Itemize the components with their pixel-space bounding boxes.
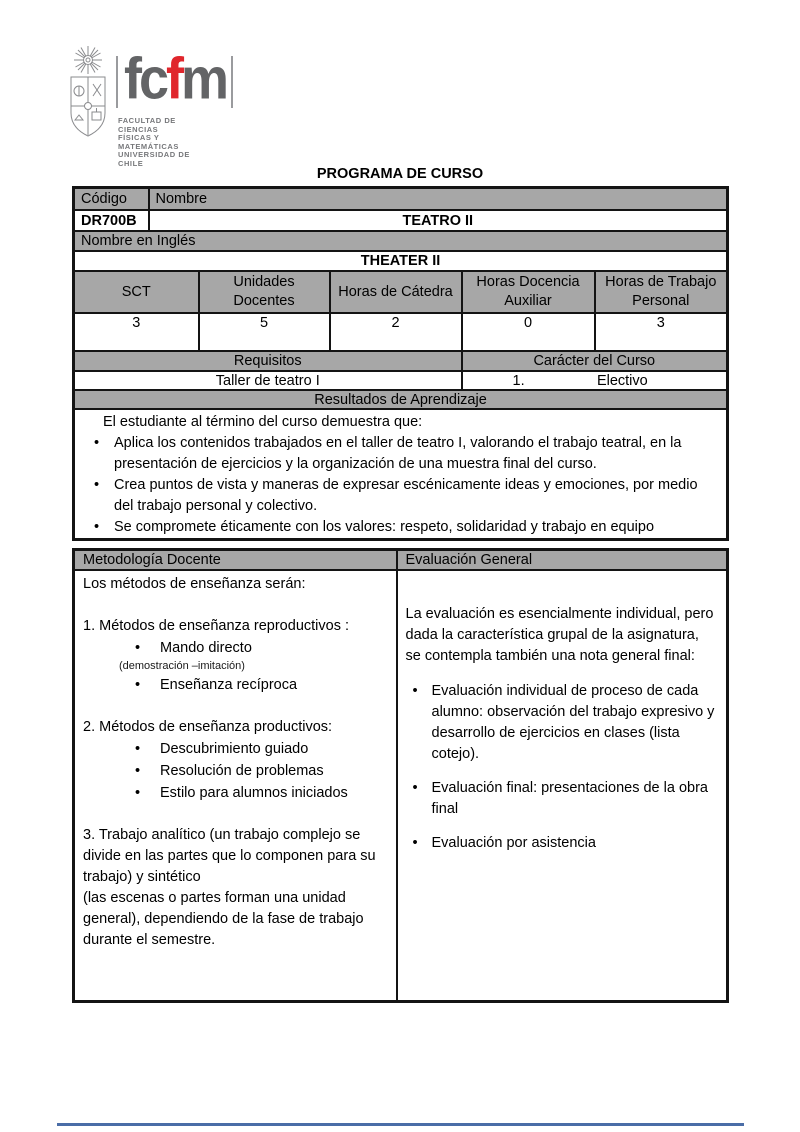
wordmark-c: c — [138, 46, 169, 112]
resultados-intro: El estudiante al término del curso demue… — [103, 414, 423, 430]
table-row: El estudiante al término del curso demue… — [72, 408, 729, 541]
section-1-title: 1. Métodos de enseñanza reproductivos : — [83, 618, 349, 634]
page-title: PROGRAMA DE CURSO — [316, 166, 484, 182]
university-crest-icon — [70, 46, 106, 137]
sct-value-cell: 3 — [72, 312, 200, 352]
section-1-note: (demostración –imitación) — [119, 660, 245, 672]
list-item: Evaluación individual de proceso de cada… — [410, 681, 719, 765]
nombre-ingles-header-cell: Nombre en Inglés — [72, 230, 729, 252]
list-item: Evaluación por asistencia — [410, 833, 719, 854]
list-item: Aplica los contenidos trabajados en el t… — [94, 433, 718, 475]
resultados-content-cell: El estudiante al término del curso demue… — [72, 408, 729, 541]
codigo-header-cell: Código — [72, 186, 150, 211]
course-info-table: Código Nombre DR700B TEATRO II Nombre en… — [72, 186, 730, 541]
nombre-ingles-value-cell: THEATER II — [72, 250, 729, 272]
evaluacion-intro: La evaluación es esencialmente individua… — [405, 606, 714, 664]
section-2-title: 2. Métodos de enseñanza productivos: — [83, 719, 333, 735]
evaluacion-header-cell: Evaluación General — [395, 548, 729, 571]
resultados-list: Aplica los contenidos trabajados en el t… — [83, 433, 718, 538]
wordmark-f1: f — [124, 46, 142, 112]
evaluacion-list: Evaluación individual de proceso de cada… — [410, 681, 719, 854]
section-1-list-cont: Enseñanza recíproca — [83, 674, 388, 696]
table-row: Taller de teatro I 1. Electivo — [72, 370, 729, 391]
requisitos-header-cell: Requisitos — [72, 350, 463, 372]
list-item: Descubrimiento guiado — [135, 738, 388, 760]
nombre-value-cell: TEATRO II — [147, 209, 729, 232]
metodologia-header-cell: Metodología Docente — [72, 548, 398, 571]
table-row: Nombre en Inglés — [72, 230, 729, 252]
resultados-header-cell: Resultados de Aprendizaje — [72, 389, 729, 410]
footer-divider — [57, 1123, 744, 1126]
list-item: Crea puntos de vista y maneras de expres… — [94, 475, 718, 517]
table-row: Código Nombre — [72, 186, 729, 211]
list-item: Resolución de problemas — [135, 760, 388, 782]
requisitos-value-cell: Taller de teatro I — [72, 370, 463, 391]
metodologia-content-cell: Los métodos de enseñanza serán: 1. Métod… — [72, 569, 398, 1003]
section-1-list: Mando directo — [83, 637, 388, 659]
sct-header-cell: SCT — [72, 270, 200, 314]
table-row: DR700B TEATRO II — [72, 209, 729, 232]
codigo-value-cell: DR700B — [72, 209, 150, 232]
horas-docencia-value-cell: 0 — [460, 312, 596, 352]
table-row: THEATER II — [72, 250, 729, 272]
list-item: Evaluación final: presentaciones de la o… — [410, 778, 719, 820]
horas-docencia-header-cell: Horas Docencia Auxiliar — [460, 270, 596, 314]
caracter-number: 1. — [512, 372, 525, 389]
list-item: Estilo para alumnos iniciados — [135, 782, 388, 804]
list-item: Enseñanza recíproca — [135, 674, 388, 696]
caracter-value: Electivo — [596, 372, 648, 389]
fcfm-logo: fcfm FACULTAD DE CIENCIAS FÍSICAS Y MATE… — [68, 44, 234, 169]
section-3-paragraph-a: 3. Trabajo analítico (un trabajo complej… — [83, 827, 376, 885]
unidades-docentes-value-cell: 5 — [197, 312, 331, 352]
metodologia-intro: Los métodos de enseñanza serán: — [83, 576, 306, 592]
table-row: Resultados de Aprendizaje — [72, 389, 729, 410]
list-item: Mando directo — [135, 637, 388, 659]
table-row: Los métodos de enseñanza serán: 1. Métod… — [72, 569, 729, 1003]
section-2-list: Descubrimiento guiado Resolución de prob… — [83, 738, 388, 804]
horas-trabajo-header-cell: Horas de Trabajo Personal — [593, 270, 729, 314]
horas-catedra-value-cell: 2 — [328, 312, 463, 352]
logo-caption: FACULTAD DE CIENCIAS FÍSICAS Y MATEMÁTIC… — [118, 116, 190, 168]
unidades-docentes-header-cell: Unidades Docentes — [197, 270, 331, 314]
horas-trabajo-value-cell: 3 — [593, 312, 729, 352]
wordmark-f2: f — [166, 46, 184, 112]
evaluacion-content-cell: La evaluación es esencialmente individua… — [395, 569, 729, 1003]
section-3-paragraph-b: (las escenas o partes forman una unidad … — [83, 890, 364, 948]
caracter-value-cell: 1. Electivo — [460, 370, 729, 391]
nombre-header-cell: Nombre — [147, 186, 729, 211]
logo-text-block: fcfm FACULTAD DE CIENCIAS FÍSICAS Y MATE… — [116, 44, 234, 169]
wordmark-m: m — [181, 46, 229, 112]
credit-values-row: 3 5 2 0 3 — [72, 312, 729, 352]
fcfm-wordmark: fcfm — [116, 46, 234, 112]
list-item: Se compromete éticamente con los valores… — [94, 517, 718, 538]
credit-header-row: SCT Unidades Docentes Horas de Cátedra H… — [72, 270, 729, 314]
caracter-header-cell: Carácter del Curso — [460, 350, 729, 372]
table-row: Metodología Docente Evaluación General — [72, 548, 729, 571]
horas-catedra-header-cell: Horas de Cátedra — [328, 270, 463, 314]
table-row: Requisitos Carácter del Curso — [72, 350, 729, 372]
methodology-evaluation-table: Metodología Docente Evaluación General L… — [72, 548, 729, 1003]
